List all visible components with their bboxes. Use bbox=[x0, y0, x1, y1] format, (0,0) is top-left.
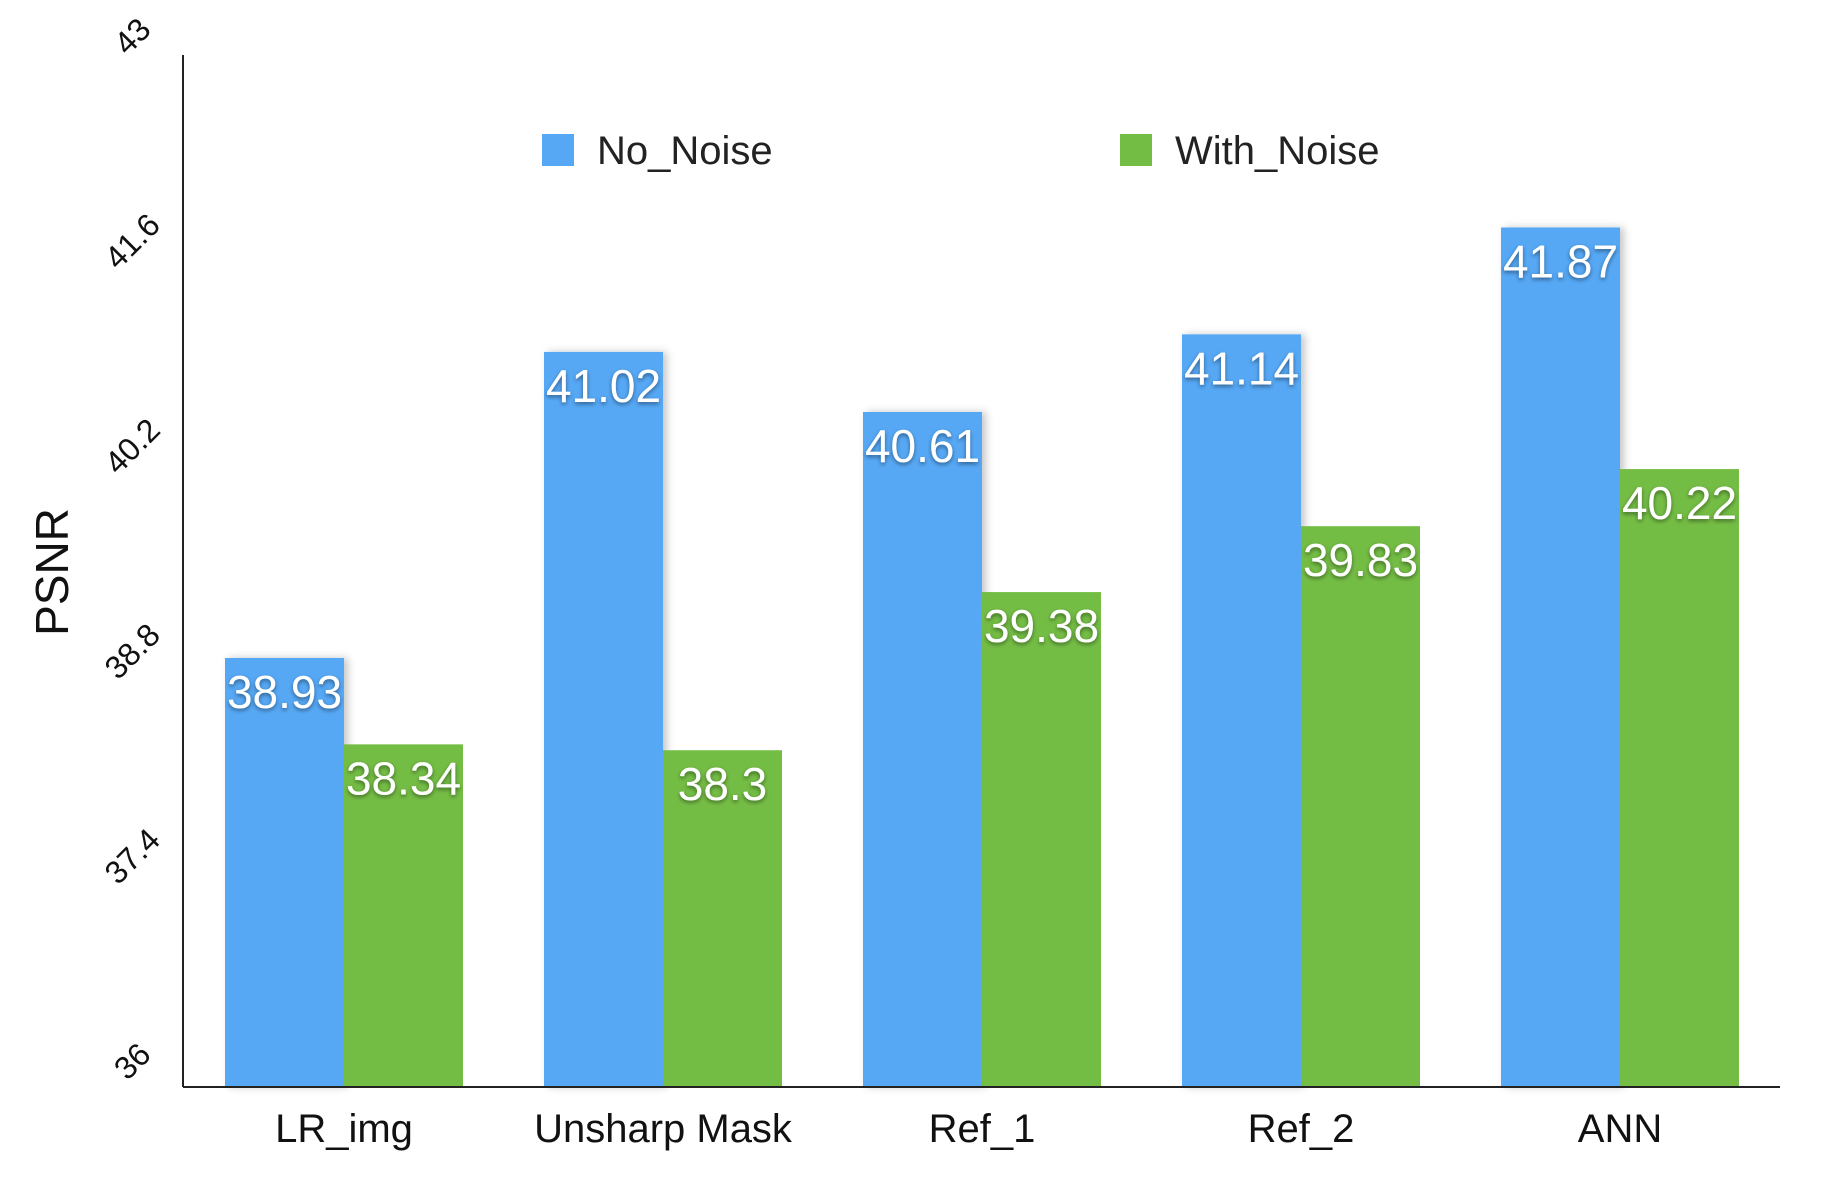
legend-swatch-no-noise bbox=[542, 134, 574, 166]
bar-no-noise-4 bbox=[1501, 227, 1620, 1087]
value-label-with-noise-2: 39.38 bbox=[984, 600, 1099, 652]
value-label-with-noise-3: 39.83 bbox=[1303, 534, 1418, 586]
value-label-no-noise-3: 41.14 bbox=[1184, 342, 1299, 394]
legend-label-no-noise: No_Noise bbox=[597, 129, 773, 173]
y-tick-label: 43 bbox=[107, 11, 158, 62]
legend-label-with-noise: With_Noise bbox=[1175, 129, 1380, 173]
bar-with-noise-0 bbox=[344, 744, 463, 1087]
bar-no-noise-3 bbox=[1182, 334, 1301, 1087]
y-tick-label: 38.8 bbox=[97, 616, 166, 685]
x-category-label: LR_img bbox=[275, 1107, 413, 1151]
bar-with-noise-1 bbox=[663, 750, 782, 1087]
value-label-with-noise-0: 38.34 bbox=[346, 752, 461, 804]
x-category-label: ANN bbox=[1578, 1107, 1662, 1151]
bar-no-noise-1 bbox=[544, 351, 663, 1087]
y-tick-label: 36 bbox=[107, 1036, 158, 1087]
x-category-label: Ref_2 bbox=[1248, 1107, 1355, 1151]
y-tick-label: 37.4 bbox=[97, 821, 166, 890]
bar-with-noise-4 bbox=[1620, 469, 1739, 1088]
bar-no-noise-2 bbox=[863, 411, 982, 1087]
value-label-no-noise-0: 38.93 bbox=[227, 666, 342, 718]
bar-no-noise-0 bbox=[225, 657, 344, 1087]
value-label-no-noise-2: 40.61 bbox=[865, 420, 980, 472]
value-label-with-noise-4: 40.22 bbox=[1622, 477, 1737, 529]
bar-with-noise-2 bbox=[982, 592, 1101, 1087]
bar-with-noise-3 bbox=[1301, 526, 1420, 1087]
value-label-no-noise-1: 41.02 bbox=[546, 360, 661, 412]
y-tick-label: 40.2 bbox=[97, 411, 166, 480]
y-axis-label: PSNR bbox=[26, 508, 78, 636]
x-category-label: Ref_1 bbox=[929, 1107, 1036, 1151]
y-tick-label: 41.6 bbox=[97, 206, 166, 275]
value-label-no-noise-4: 41.87 bbox=[1503, 235, 1618, 287]
x-category-label: Unsharp Mask bbox=[534, 1107, 793, 1151]
legend-swatch-with-noise bbox=[1120, 134, 1152, 166]
value-label-with-noise-1: 38.3 bbox=[678, 758, 768, 810]
